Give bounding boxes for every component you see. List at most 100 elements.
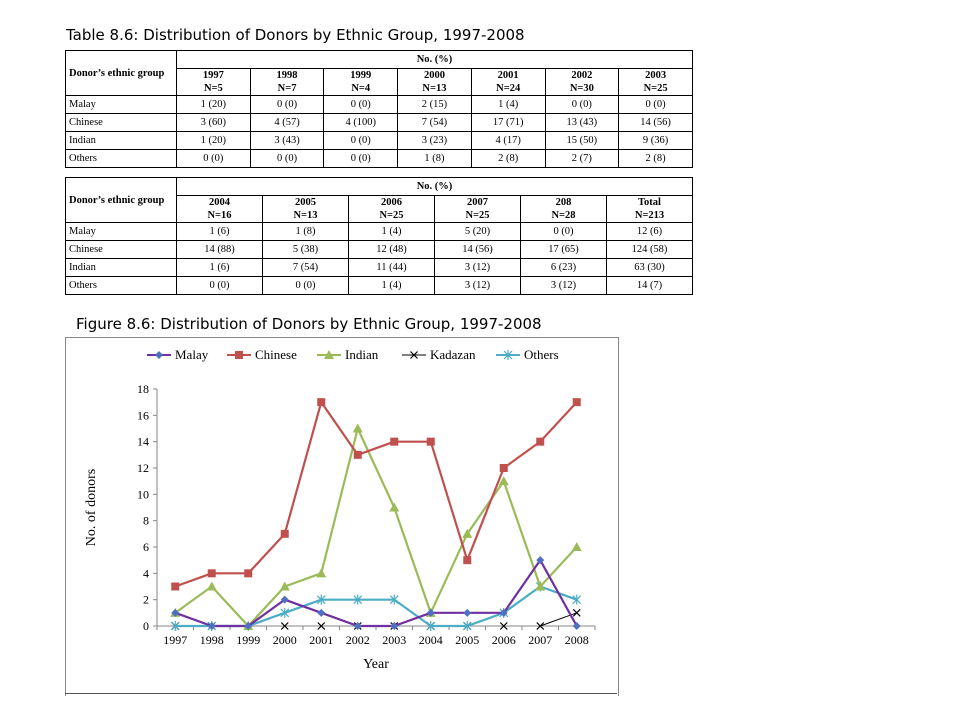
table-cell: 14 (88) <box>176 240 263 259</box>
table-cell: 1 (4) <box>348 222 435 241</box>
table-cell: 9 (36) <box>618 131 693 150</box>
year-n-label: N=25 <box>643 83 668 94</box>
x-tick-label: 1999 <box>236 633 260 647</box>
table-cell: 3 (12) <box>434 276 521 295</box>
table-cell: 1 (4) <box>348 276 435 295</box>
table-cell: 0 (0) <box>323 149 399 168</box>
data-point-chinese <box>572 398 581 407</box>
row-label: Malay <box>65 222 177 241</box>
year-header: 2001 N=24 <box>470 68 546 96</box>
year-n-label: N=13 <box>293 210 318 221</box>
table-cell: 14 (56) <box>618 113 693 132</box>
year-n-label: N=28 <box>551 210 576 221</box>
table-cell: 3 (60) <box>176 113 251 132</box>
table-cell: 1 (6) <box>176 258 263 277</box>
table-cell: 1 (8) <box>262 222 349 241</box>
table-cell: 5 (20) <box>434 222 521 241</box>
year-label: 2002 <box>571 70 593 81</box>
data-point-malay <box>207 622 216 630</box>
year-label: 2006 <box>381 197 402 208</box>
year-header-row: 1997 N=5 1998 N=7 1999 N=4 2000 N=13 2001 N=24 200… <box>66 68 693 96</box>
x-tick-label: 2006 <box>492 633 516 647</box>
data-point-chinese <box>207 569 216 578</box>
data-point-others <box>170 621 180 631</box>
legend-marker-kadazan <box>410 351 418 359</box>
table-cell: 0 (0) <box>249 149 325 168</box>
table-cell: 2 (15) <box>397 95 472 114</box>
y-tick-label: 6 <box>143 540 149 554</box>
year-n-label: N=25 <box>379 210 404 221</box>
data-point-others <box>280 607 290 618</box>
table-cell: 2 (8) <box>618 149 693 168</box>
data-point-malay <box>317 608 326 617</box>
year-n-label: N=13 <box>422 83 447 94</box>
year-label: Total <box>638 197 661 208</box>
row-label: Others <box>65 149 177 168</box>
table-cell: 3 (23) <box>397 131 472 150</box>
chart-bottom-border <box>65 693 617 694</box>
data-point-indian <box>535 581 546 591</box>
data-point-malay <box>463 608 472 617</box>
data-point-others <box>572 594 582 605</box>
y-tick-label: 8 <box>143 514 149 528</box>
year-header: 208 N=28 <box>520 195 607 223</box>
data-point-indian <box>498 476 509 486</box>
year-n-label: N=7 <box>277 83 297 94</box>
data-point-chinese <box>353 450 362 459</box>
legend-marker-indian <box>324 350 334 359</box>
y-tick-label: 2 <box>143 593 149 607</box>
row-label: Malay <box>65 95 177 114</box>
table-cell: 3 (43) <box>249 131 325 150</box>
year-header: 2000 N=13 <box>397 68 472 96</box>
year-header: 1997 N=5 <box>176 68 251 96</box>
x-tick-label: 2008 <box>565 633 589 647</box>
table-cell: 0 (0) <box>520 222 607 241</box>
data-point-others <box>426 621 436 631</box>
table-cell: 0 (0) <box>544 95 620 114</box>
table-cell: 14 (7) <box>606 276 693 295</box>
x-tick-label: 1998 <box>200 633 224 647</box>
table-row: Others 0 (0) 0 (0) 1 (4) 3 (12) 3 (12) 14 (7) <box>65 276 693 295</box>
year-header: 2003 N=25 <box>618 68 693 96</box>
data-point-chinese <box>536 437 545 446</box>
table-cell: 1 (20) <box>176 95 251 114</box>
x-tick-label: 2001 <box>309 633 333 647</box>
y-tick-label: 4 <box>143 566 149 580</box>
table-cell: 0 (0) <box>176 149 251 168</box>
data-point-chinese <box>463 556 472 565</box>
table-cell: 1 (6) <box>176 222 263 241</box>
data-point-others <box>462 621 472 631</box>
table-cell: 1 (4) <box>470 95 546 114</box>
year-header: 2005 N=13 <box>262 195 349 223</box>
year-label: 1997 <box>202 70 224 81</box>
table-cell: 0 (0) <box>618 95 693 114</box>
legend-label-chinese: Chinese <box>255 347 297 362</box>
legend-label-kadazan: Kadazan <box>430 347 476 362</box>
data-point-malay <box>499 608 508 617</box>
data-point-kadazan <box>317 622 326 630</box>
data-point-indian <box>389 502 400 512</box>
data-point-malay <box>280 595 289 604</box>
table-row: Malay 1 (6) 1 (8) 1 (4) 5 (20) 0 (0) 12 (6) <box>65 222 693 241</box>
table-cell: 1 (8) <box>397 149 472 168</box>
x-tick-label: 2004 <box>419 633 443 647</box>
y-tick-label: 10 <box>137 487 149 501</box>
legend-marker-others <box>503 350 513 360</box>
table-row: Indian 1 (6) 7 (54) 11 (44) 3 (12) 6 (23) 63 (… <box>65 258 693 277</box>
year-header: 1998 N=7 <box>249 68 325 96</box>
group-header: Donor’s ethnic group <box>65 50 177 96</box>
table-cell: 0 (0) <box>249 95 325 114</box>
table-cell: 14 (56) <box>434 240 521 259</box>
no-header: No. (%) <box>176 50 693 69</box>
data-point-chinese <box>171 582 180 591</box>
line-chart: 0 2 4 6 8 10 12 14 16 18 1997 1998 1999 2000 2001 2002 2… <box>84 347 596 672</box>
x-tick-label: 2003 <box>382 633 406 647</box>
data-point-kadazan <box>536 622 545 630</box>
year-header: 2006 N=25 <box>348 195 435 223</box>
year-header: 1999 N=4 <box>323 68 399 96</box>
data-point-chinese <box>317 398 326 407</box>
y-tick-label: 12 <box>137 461 149 475</box>
row-label: Indian <box>65 258 177 277</box>
x-tick-label: 2000 <box>273 633 297 647</box>
data-point-kadazan <box>572 608 581 617</box>
